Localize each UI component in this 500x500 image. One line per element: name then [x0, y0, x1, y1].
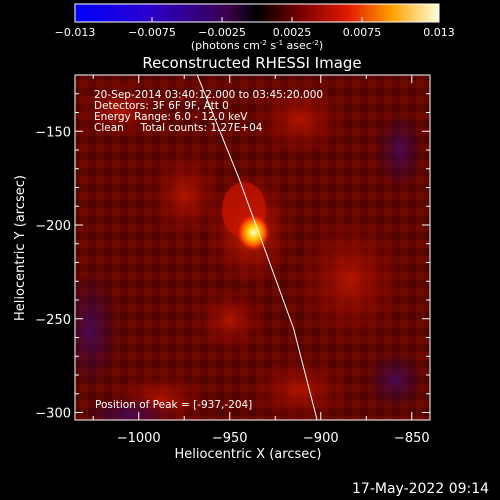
x-axis-label: Heliocentric X (arcsec) — [175, 447, 322, 462]
colorbar-tick-label: 0.0075 — [343, 26, 382, 39]
colorbar-tick-label: 0.0025 — [273, 26, 312, 39]
colorbar-units: (photons cm-2 s-1 asec-2) — [191, 39, 323, 52]
colorbar-tick-label: −0.0075 — [128, 26, 176, 39]
colorbar-ticks: −0.013 −0.0075 −0.0025 0.0025 0.0075 0.013 — [55, 17, 455, 39]
chart-title: Reconstructed RHESSI Image — [142, 54, 361, 72]
annotation-detectors: Detectors: 3F 6F 9F, Att 0 — [94, 100, 229, 112]
y-axis: −150 −200 −250 −300 — [35, 74, 430, 422]
annotation-counts: Clean Total counts: 1.27E+04 — [94, 122, 263, 134]
colorbar: −0.013 −0.0075 −0.0025 0.0025 0.0075 0.013 (p… — [55, 3, 455, 52]
x-tick-label: −850 — [394, 431, 430, 446]
peak-position-label: Position of Peak = [-937,-204] — [95, 399, 252, 411]
y-axis-label: Heliocentric Y (arcsec) — [13, 175, 28, 321]
y-tick-label: −150 — [35, 125, 71, 140]
x-axis: −1000 −950 −900 −850 — [92, 75, 430, 446]
colorbar-tick-label: −0.0025 — [198, 26, 246, 39]
annotation-block: 20-Sep-2014 03:40:12.000 to 03:45:20.000… — [94, 89, 323, 134]
colorbar-tick-label: 0.013 — [423, 26, 455, 39]
colorbar-tick-label: −0.013 — [55, 26, 96, 39]
y-tick-label: −250 — [35, 313, 71, 328]
x-tick-label: −950 — [212, 431, 248, 446]
plot-frame — [74, 74, 431, 421]
x-tick-label: −1000 — [117, 431, 161, 446]
annotation-time: 20-Sep-2014 03:40:12.000 to 03:45:20.000 — [94, 89, 323, 101]
annotation-energy: Energy Range: 6.0 - 12.0 keV — [94, 111, 248, 123]
x-tick-label: −900 — [303, 431, 339, 446]
y-tick-label: −300 — [35, 407, 71, 422]
heatmap-image — [75, 75, 430, 420]
timestamp: 17-May-2022 09:14 — [352, 481, 490, 497]
colorbar-gradient — [74, 3, 440, 23]
solar-limb-arc — [196, 75, 318, 420]
y-tick-label: −200 — [35, 219, 71, 234]
peak-spot — [237, 214, 270, 251]
